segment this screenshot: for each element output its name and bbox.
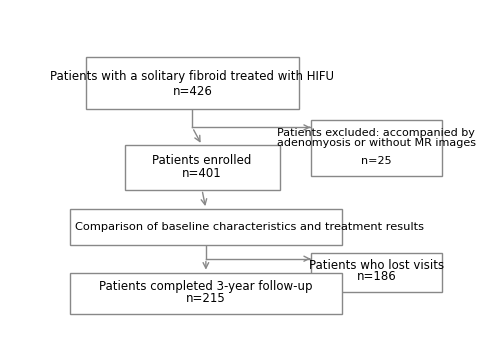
Text: Patients completed 3-year follow-up: Patients completed 3-year follow-up xyxy=(99,280,312,293)
Text: n=401: n=401 xyxy=(182,167,222,180)
Text: Patients with a solitary fibroid treated with HIFU: Patients with a solitary fibroid treated… xyxy=(50,70,335,83)
Text: n=25: n=25 xyxy=(361,155,392,165)
Text: n=215: n=215 xyxy=(186,292,226,305)
FancyBboxPatch shape xyxy=(124,145,280,190)
FancyBboxPatch shape xyxy=(86,57,299,109)
Text: Comparison of baseline characteristics and treatment results: Comparison of baseline characteristics a… xyxy=(75,222,424,232)
Text: adenomyosis or without MR images: adenomyosis or without MR images xyxy=(277,138,476,148)
Text: n=426: n=426 xyxy=(172,85,212,98)
Text: Patients who lost visits: Patients who lost visits xyxy=(309,259,444,272)
FancyBboxPatch shape xyxy=(310,121,442,176)
Text: Patients excluded: accompanied by: Patients excluded: accompanied by xyxy=(278,128,475,138)
FancyBboxPatch shape xyxy=(70,209,342,245)
Text: Patients enrolled: Patients enrolled xyxy=(152,154,252,167)
Text: n=186: n=186 xyxy=(356,270,396,283)
FancyBboxPatch shape xyxy=(70,272,342,314)
FancyBboxPatch shape xyxy=(310,253,442,292)
